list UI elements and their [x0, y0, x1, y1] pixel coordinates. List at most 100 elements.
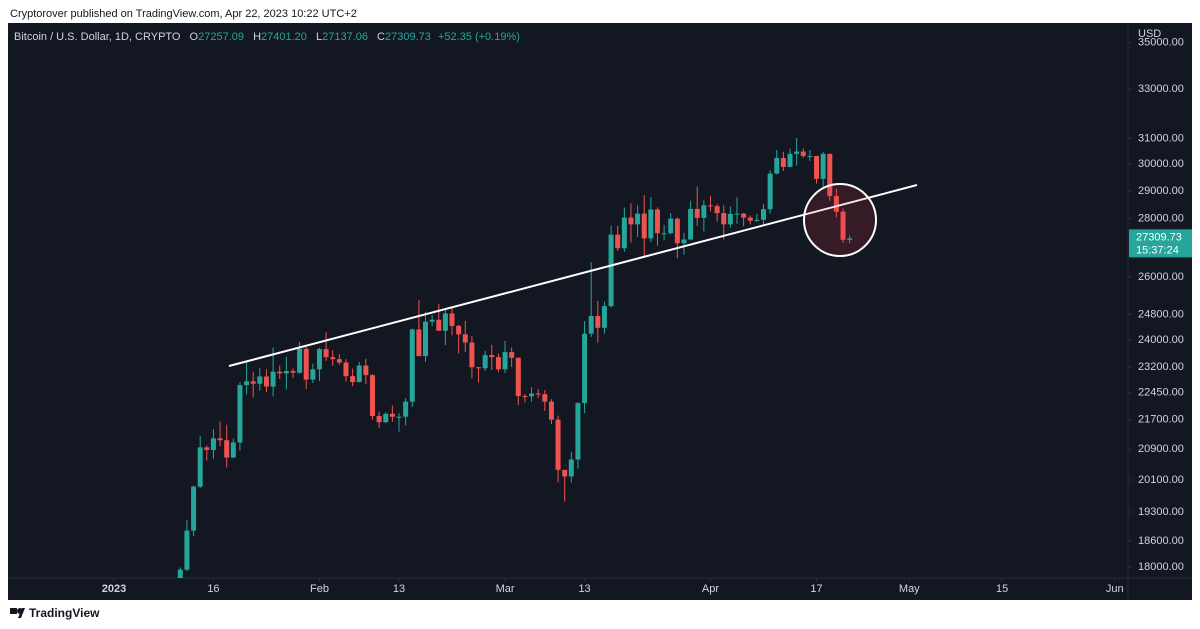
- candle-body: [568, 459, 574, 477]
- y-tick-label: 20100.00: [1138, 474, 1184, 486]
- candle-body: [230, 442, 236, 458]
- candle-body: [601, 306, 607, 328]
- candle-body: [237, 385, 243, 443]
- candle-body: [184, 530, 190, 570]
- close-value: 27309.73: [385, 31, 431, 43]
- logo: [10, 608, 25, 618]
- candle-body: [217, 438, 223, 441]
- open-value: 27257.09: [198, 31, 244, 43]
- brand: TradingView: [29, 606, 100, 620]
- candle-body: [721, 213, 727, 225]
- candle-body: [761, 209, 767, 220]
- candle-body: [668, 218, 674, 234]
- candle-body: [535, 393, 541, 395]
- candle-body: [774, 158, 780, 174]
- candle-body: [429, 319, 435, 322]
- candle-body: [741, 213, 747, 218]
- candle-body: [840, 211, 846, 240]
- candle-body: [555, 419, 561, 470]
- candle-body: [635, 213, 641, 225]
- candle-body: [754, 219, 760, 221]
- candle-body: [780, 158, 786, 167]
- y-tick-label: 19300.00: [1138, 506, 1184, 518]
- candle-body: [661, 233, 667, 235]
- candle-body: [409, 329, 415, 402]
- candle-body: [350, 376, 356, 383]
- candle-body: [814, 155, 820, 179]
- candle-body: [495, 357, 501, 370]
- candle-body: [562, 469, 568, 477]
- change: +52.35 (+0.19%): [437, 31, 520, 43]
- candle-body: [403, 401, 409, 417]
- candle-body: [588, 315, 594, 334]
- candle-body: [747, 217, 753, 221]
- candle-body: [807, 155, 813, 157]
- candle-body: [456, 325, 462, 335]
- candle-body: [820, 153, 826, 179]
- candle-body: [442, 313, 448, 331]
- candle-body: [277, 371, 283, 374]
- candle-body: [727, 213, 733, 225]
- candle-body: [316, 349, 322, 370]
- candle-body: [522, 395, 528, 397]
- candles: [177, 137, 853, 578]
- candle-body: [449, 313, 455, 326]
- high-value: 27401.20: [261, 31, 307, 43]
- y-tick-label: 20900.00: [1138, 443, 1184, 455]
- candle-body: [363, 365, 369, 376]
- candle-body: [681, 239, 687, 244]
- candle-body: [654, 209, 660, 234]
- candle-body: [529, 393, 535, 397]
- close-label: C: [377, 31, 385, 43]
- candle-body: [191, 486, 197, 531]
- published-note: Cryptorover published on TradingView.com…: [10, 8, 357, 20]
- candle-body: [356, 365, 362, 383]
- candle-body: [323, 349, 329, 358]
- candle-body: [263, 376, 269, 387]
- open-label: O: [189, 31, 199, 43]
- candle-body: [303, 348, 309, 380]
- candle-body: [336, 359, 342, 363]
- candle-body: [575, 403, 581, 460]
- x-tick-label: 16: [207, 583, 219, 595]
- candle-body: [714, 206, 720, 214]
- candle-body: [509, 352, 515, 358]
- x-tick-label: 13: [393, 583, 405, 595]
- candle-body: [694, 208, 700, 218]
- x-tick-label: 2023: [102, 583, 126, 595]
- y-tick-label: 26000.00: [1138, 271, 1184, 283]
- candle-body: [608, 234, 614, 307]
- candle-body: [416, 329, 422, 357]
- candle-body: [794, 151, 800, 154]
- candle-body: [701, 205, 707, 218]
- y-tick-label: 24000.00: [1138, 334, 1184, 346]
- candle-body: [688, 208, 694, 240]
- legend: Bitcoin / U.S. Dollar, 1D, CRYPTO O27257…: [14, 31, 520, 43]
- candle-body: [628, 217, 634, 225]
- highlight-circle: [803, 183, 877, 257]
- footer: [0, 600, 1200, 629]
- x-tick-label: 13: [578, 583, 590, 595]
- high-label: H: [253, 31, 262, 43]
- candle-body: [767, 173, 773, 210]
- x-tick-label: Feb: [310, 583, 329, 595]
- candle-body: [389, 413, 395, 417]
- candle-body: [648, 209, 654, 239]
- countdown: 15:37:24: [1136, 244, 1179, 256]
- candle-body: [595, 315, 601, 328]
- candle-body: [734, 213, 740, 215]
- candle-body: [250, 381, 256, 384]
- candle-body: [177, 569, 183, 578]
- last-price-box: [1129, 229, 1192, 258]
- candle-body: [548, 401, 554, 420]
- candle-body: [423, 321, 429, 357]
- y-tick-label: 31000.00: [1138, 132, 1184, 144]
- candle-body: [197, 447, 203, 487]
- candle-body: [800, 151, 806, 156]
- y-tick-label: 18600.00: [1138, 535, 1184, 547]
- candle-body: [641, 213, 647, 239]
- trend-line: [228, 184, 918, 367]
- x-tick-label: 17: [810, 583, 822, 595]
